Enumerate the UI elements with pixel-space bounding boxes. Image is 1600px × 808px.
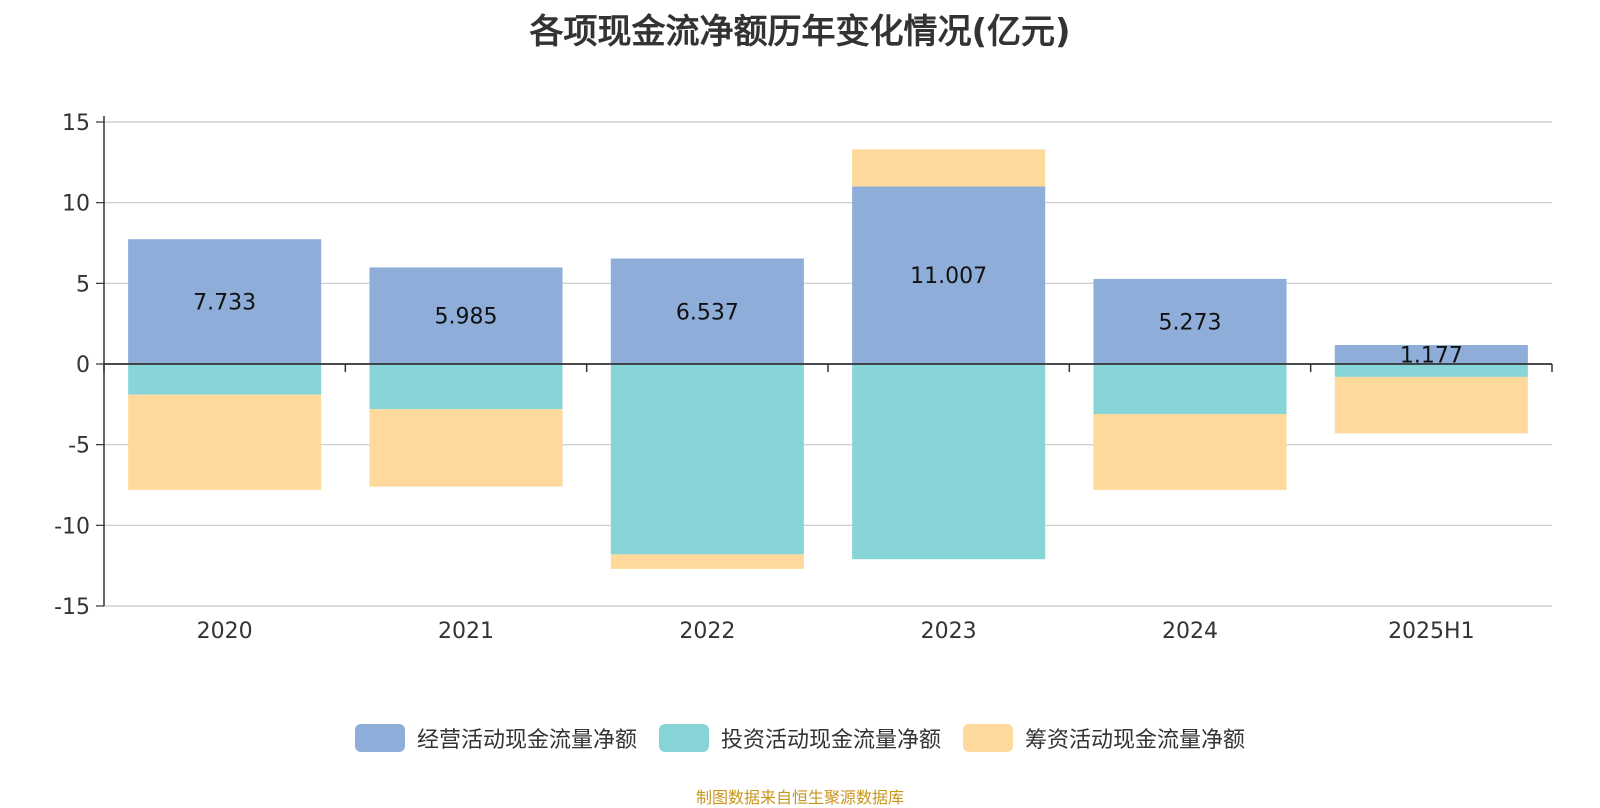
bar-2-2024 (1093, 364, 1287, 415)
bar-2-2022 (610, 364, 804, 555)
y-tick-label: -10 (54, 514, 90, 539)
bar-3-2020 (128, 394, 322, 490)
legend-label: 筹资活动现金流量净额 (1025, 728, 1246, 753)
y-tick-label: 10 (62, 192, 90, 217)
axes (96, 116, 1553, 607)
data-label: 5.273 (1159, 310, 1222, 335)
bar-1-2020 (128, 239, 322, 364)
y-tick-label: -5 (68, 434, 90, 459)
bar-2-2020 (128, 364, 322, 395)
legend-label: 经营活动现金流量净额 (416, 728, 637, 753)
x-tick-label: 2020 (197, 619, 253, 644)
bar-1-2021 (369, 267, 563, 364)
x-tick-label: 2021 (438, 619, 494, 644)
chart-title: 各项现金流净额历年变化情况(亿元) (529, 12, 1071, 52)
bar-2-2023 (852, 364, 1046, 560)
y-tick-label: 15 (62, 111, 90, 136)
y-tick-label: -15 (54, 595, 90, 620)
bar-1-2024 (1093, 278, 1287, 364)
bars (128, 149, 1528, 569)
data-label: 7.733 (193, 291, 256, 316)
bar-2-2025H1 (1334, 364, 1528, 377)
data-label: 1.177 (1400, 344, 1463, 369)
bar-2-2021 (369, 364, 563, 410)
bar-3-2022 (610, 554, 804, 569)
legend-swatch (354, 724, 405, 752)
legend: 经营活动现金流量净额 投资活动现金流量净额 筹资活动现金流量净额 (0, 718, 1600, 758)
bar-3-2025H1 (1334, 376, 1528, 434)
y-tick-label: 5 (76, 272, 90, 297)
bar-1-2025H1 (1334, 345, 1528, 364)
bar-3-2021 (369, 409, 563, 487)
bar-1-2022 (610, 258, 804, 364)
legend-item-3[interactable]: 筹资活动现金流量净额 (963, 722, 1245, 754)
bar-3-2023 (852, 149, 1046, 187)
bar-3-2024 (1093, 414, 1287, 490)
y-tick-label: 0 (76, 353, 90, 378)
data-label: 11.007 (910, 264, 987, 289)
x-tick-label: 2022 (679, 619, 735, 644)
labels: 15 10 5 0 -5 -10 -15 2020 2021 2022 2023 2024 2025H1… (54, 111, 1475, 644)
source-note: 制图数据来自恒生聚源数据库 (695, 788, 904, 807)
x-tick-label: 2024 (1162, 619, 1218, 644)
x-tick-label: 2025H1 (1388, 619, 1475, 644)
x-tick-label: 2023 (921, 619, 977, 644)
legend-swatch (963, 724, 1013, 752)
data-label: 5.985 (435, 305, 498, 330)
bar-1-2023 (852, 186, 1046, 364)
legend-label: 投资活动现金流量净额 (720, 728, 941, 753)
legend-swatch (658, 724, 709, 752)
legend-item-1[interactable]: 经营活动现金流量净额 (354, 722, 637, 754)
legend-item-2[interactable]: 投资活动现金流量净额 (658, 722, 941, 754)
data-label: 6.537 (676, 300, 739, 325)
